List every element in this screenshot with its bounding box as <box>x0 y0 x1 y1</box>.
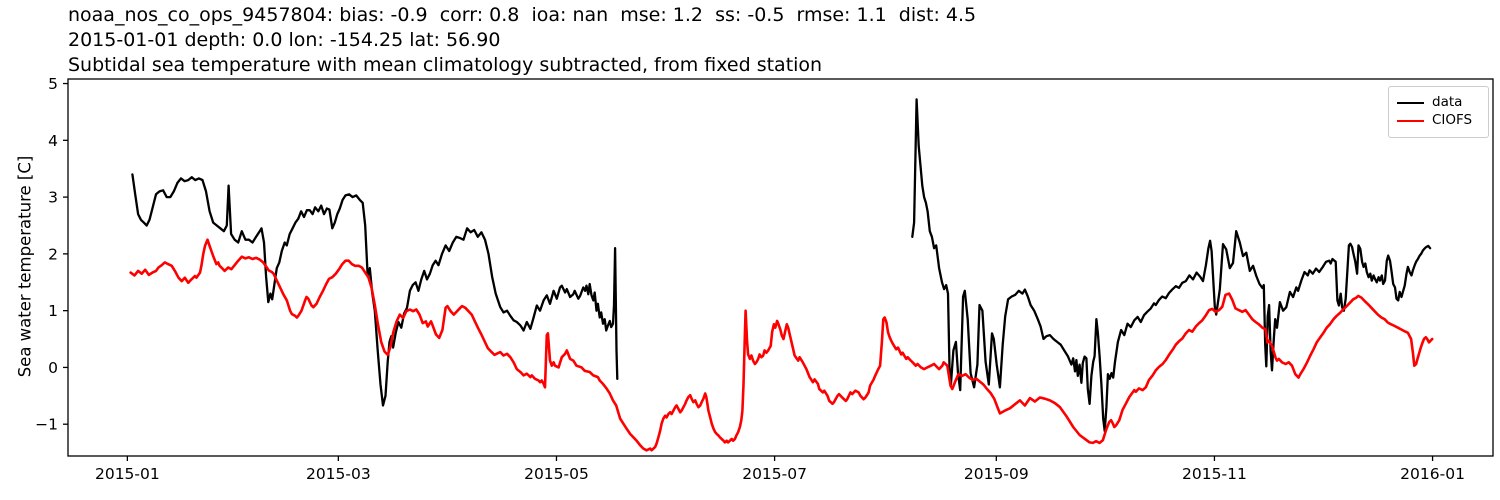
x-tick-label: 2015-11 <box>1182 465 1247 483</box>
legend-item-data: data <box>1397 94 1479 112</box>
x-tick-label: 2015-03 <box>306 465 371 483</box>
y-tick-label: 2 <box>48 245 58 263</box>
y-tick-label: 4 <box>48 132 58 150</box>
series-line-data <box>911 98 1432 433</box>
axes-spines <box>67 78 1494 457</box>
legend-label-data: data <box>1432 94 1463 111</box>
legend-item-ciofs: CIOFS <box>1397 112 1479 130</box>
title-line-variable: Subtidal sea temperature with mean clima… <box>68 54 823 76</box>
legend-line-data-icon <box>1397 101 1424 105</box>
series-line-ciofs <box>129 238 1434 452</box>
title-line-stats: noaa_nos_co_ops_9457804: bias: -0.9 corr… <box>68 4 977 26</box>
y-tick-label: −1 <box>35 416 58 434</box>
y-tick-label: 1 <box>48 302 58 320</box>
legend-line-ciofs-icon <box>1397 119 1424 123</box>
x-tick-label: 2015-05 <box>524 465 589 483</box>
y-tick-label: 5 <box>48 75 58 93</box>
series-line-data <box>131 173 619 407</box>
title-line-location: 2015-01-01 depth: 0.0 lon: -154.25 lat: … <box>68 29 501 51</box>
x-tick-label: 2015-09 <box>964 465 1029 483</box>
x-tick-label: 2016-01 <box>1400 465 1465 483</box>
y-tick-label: 0 <box>48 359 58 377</box>
x-tick-label: 2015-07 <box>742 465 807 483</box>
legend-label-ciofs: CIOFS <box>1432 112 1473 129</box>
y-tick-label: 3 <box>48 189 58 207</box>
legend: data CIOFS <box>1388 86 1489 138</box>
x-tick-label: 2015-01 <box>95 465 160 483</box>
